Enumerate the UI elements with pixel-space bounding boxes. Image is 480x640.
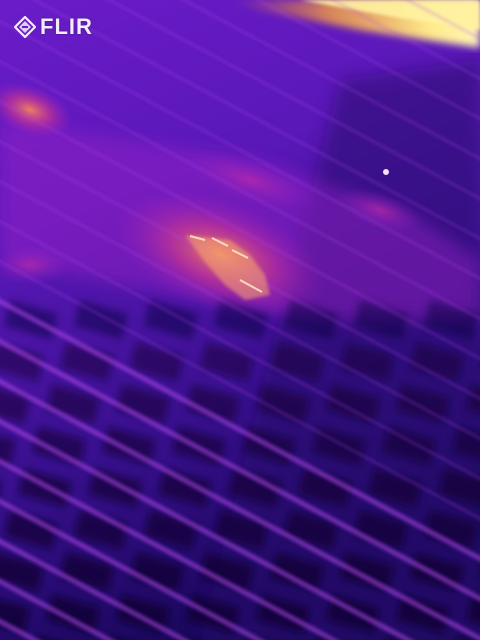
panel-cell — [466, 594, 480, 625]
panel-cell — [32, 426, 86, 466]
panel-cell — [340, 342, 394, 382]
panel-grid-line — [0, 378, 480, 640]
panel-cell — [256, 384, 310, 424]
panel-cell — [0, 435, 16, 466]
panel-cell — [200, 342, 254, 382]
flir-diamond-icon — [14, 16, 36, 38]
panel-cell — [396, 384, 450, 424]
panel-cell — [368, 468, 422, 508]
panel-cell — [284, 300, 338, 340]
panel-cell — [186, 384, 240, 424]
panel-cell — [130, 552, 184, 592]
panel-cell — [466, 384, 480, 415]
panel-cell — [387, 636, 402, 640]
brand-text: FLIR — [40, 14, 93, 39]
panel-cell — [74, 510, 128, 550]
panel-grid-line — [0, 220, 480, 480]
panel-cell — [382, 426, 436, 466]
panel-cell — [354, 300, 408, 340]
panel-cell — [116, 384, 170, 424]
panel-grid-line — [0, 180, 480, 440]
panel-cell — [298, 468, 352, 508]
panel-cell — [424, 300, 478, 340]
panel-cell — [228, 468, 282, 508]
panel-grid-line — [0, 498, 264, 640]
panel-cell — [0, 343, 44, 382]
panel-cell — [424, 510, 478, 550]
sky-core — [300, 0, 480, 30]
panel-cell — [74, 300, 128, 340]
hot-dot — [383, 169, 389, 175]
warm-spot-right — [336, 187, 424, 233]
panel-grid-line — [331, 0, 480, 80]
panel-cell — [37, 636, 52, 640]
panel-cell — [457, 636, 472, 640]
panel-cell — [396, 594, 450, 634]
panel-cell — [158, 468, 212, 508]
panel-cell — [438, 468, 480, 507]
panel-cell — [0, 389, 30, 424]
panel-grid-line — [0, 20, 480, 280]
panel-cell — [270, 342, 324, 382]
panel-grid-line — [0, 418, 414, 640]
warm-spot-lower — [0, 245, 70, 285]
panel-cell — [354, 510, 408, 550]
panel-cell — [46, 594, 100, 634]
panel-cell — [60, 342, 114, 382]
panel-cell — [214, 300, 268, 340]
warm-spot-center — [183, 149, 317, 211]
panel-cell — [144, 510, 198, 550]
panel-grid-line — [0, 260, 480, 520]
panel-grid-line — [0, 100, 480, 360]
panel-grid-line — [107, 0, 480, 200]
panel-grid-line — [0, 578, 115, 640]
panel-cell — [60, 552, 114, 592]
panel-grid-line — [32, 0, 480, 240]
flir-logo: FLIR — [14, 14, 93, 40]
hot-spot-left — [0, 81, 74, 139]
panel-cell — [410, 342, 464, 382]
panel-grid-line — [0, 338, 480, 602]
panel-grid-line — [0, 298, 480, 562]
panel-cell — [270, 552, 324, 592]
panel-grid-line — [0, 538, 190, 640]
panel-cell — [0, 481, 2, 491]
panel-cell — [200, 552, 254, 592]
panel-cell — [340, 552, 394, 592]
panel-grid-line — [0, 60, 480, 320]
panel-grid-line — [405, 0, 480, 40]
panel-cell — [144, 300, 198, 340]
panel-cell — [46, 384, 100, 424]
panel-cell — [284, 510, 338, 550]
panel-grid-line — [0, 458, 339, 640]
panel-cell — [0, 553, 44, 592]
panel-cell — [214, 510, 268, 550]
panel-cell — [4, 510, 58, 550]
panel-grid-line — [256, 0, 480, 120]
panel-cell — [326, 384, 380, 424]
hotspot-detail — [185, 235, 270, 300]
panel-grid-line — [181, 0, 480, 160]
panel-cell — [130, 342, 184, 382]
